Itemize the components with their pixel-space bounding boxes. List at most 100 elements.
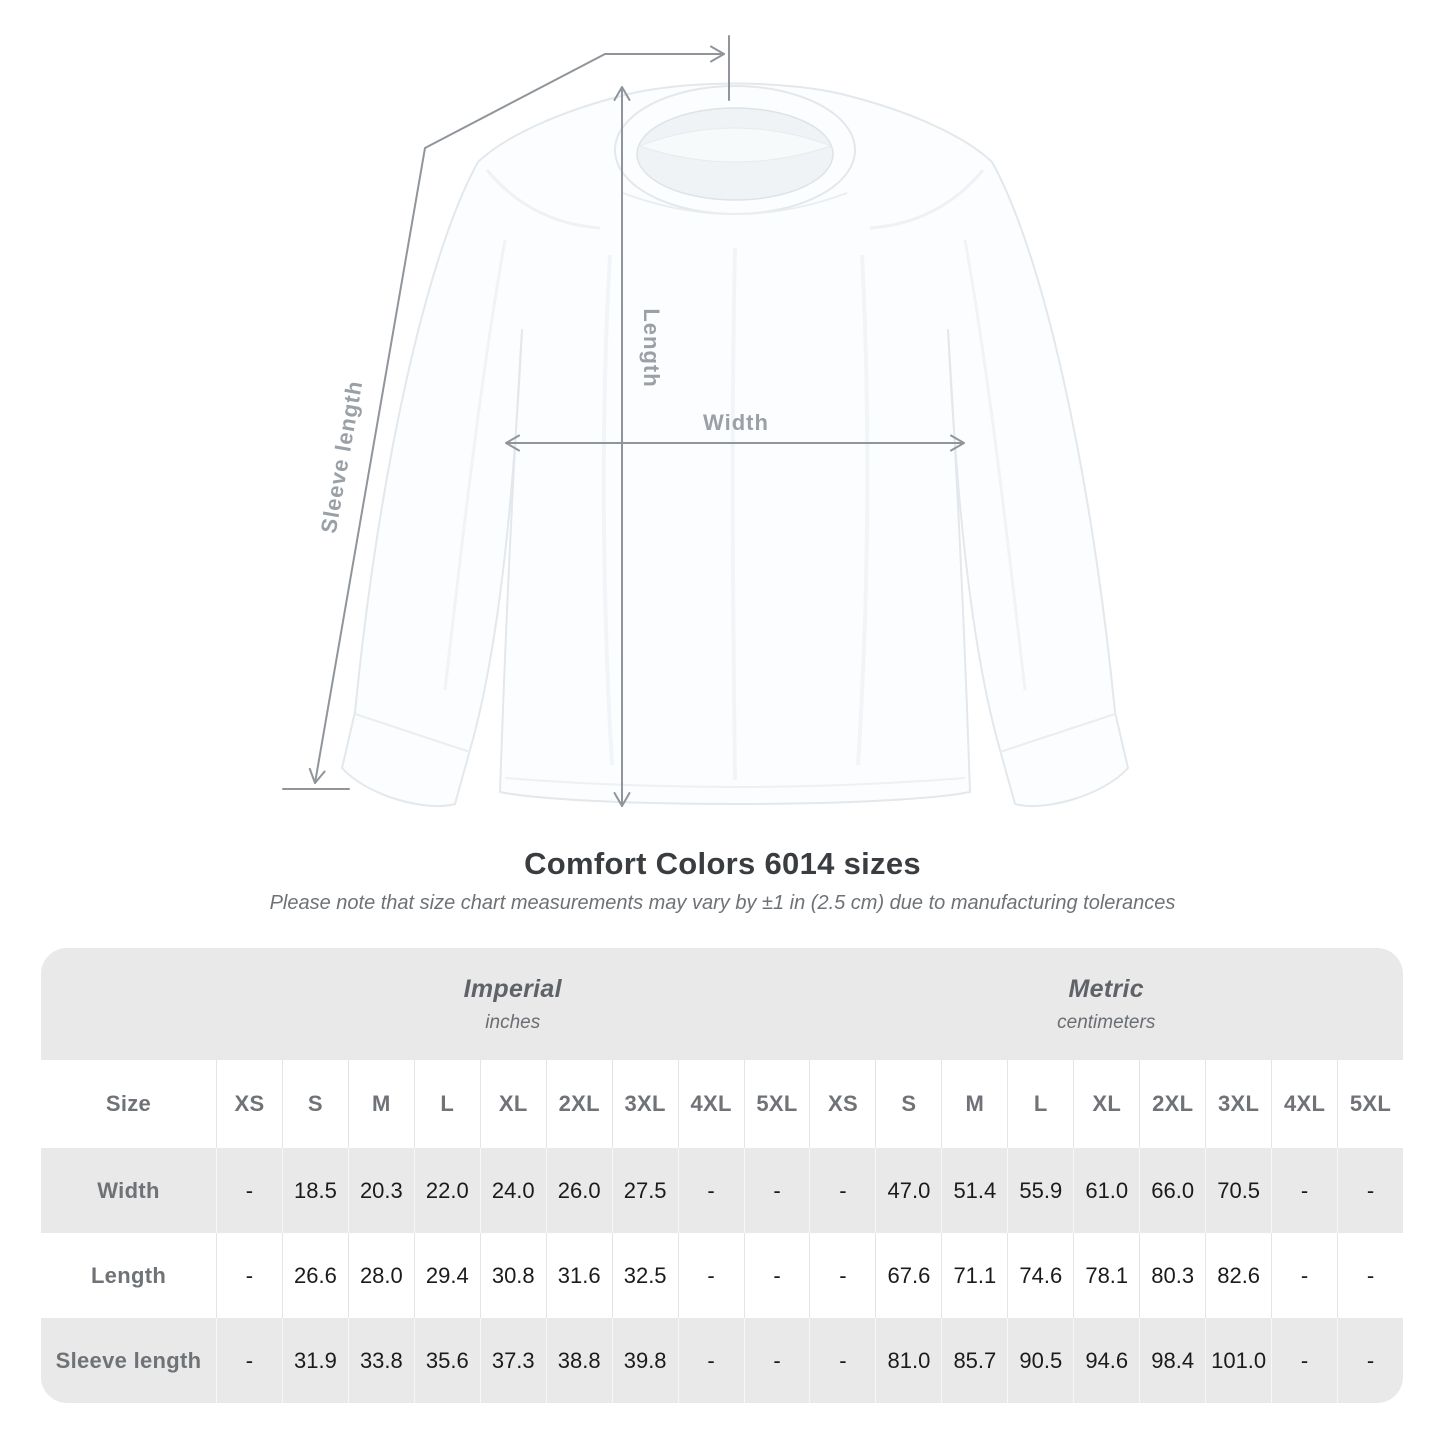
sleeve-wrinkle: [443, 239, 507, 691]
shoulder-seam: [869, 169, 985, 230]
width-label: Width: [703, 410, 769, 435]
value-metric-4xl: -: [1271, 1148, 1338, 1233]
size-header-metric-3xl: 3XL: [1205, 1060, 1272, 1148]
value-imperial-s: 26.6: [281, 1233, 348, 1318]
value-imperial-xl: 24.0: [479, 1148, 546, 1233]
collar-back-fabric: [637, 127, 833, 163]
row-label: Length: [41, 1233, 216, 1318]
value-imperial-5xl: -: [743, 1233, 810, 1318]
value-imperial-xs: -: [216, 1318, 282, 1403]
shirt-figure: Sleeve length Length Width: [282, 35, 1129, 808]
sleeve-length-label: Sleeve length: [316, 378, 368, 535]
sleeve-length-arrowhead: [710, 45, 725, 63]
value-imperial-2xl: 31.6: [545, 1233, 612, 1318]
size-header-metric-s: S: [875, 1060, 942, 1148]
value-metric-xl: 94.6: [1073, 1318, 1140, 1403]
value-imperial-m: 28.0: [347, 1233, 414, 1318]
value-metric-5xl: -: [1337, 1318, 1403, 1403]
value-imperial-4xl: -: [677, 1233, 744, 1318]
shoulder-seam: [485, 169, 601, 230]
value-metric-m: 51.4: [941, 1148, 1008, 1233]
cuff-seam: [999, 713, 1116, 753]
metric-group-unit: centimeters: [1057, 1011, 1156, 1033]
size-header-metric-4xl: 4XL: [1271, 1060, 1338, 1148]
value-metric-s: 67.6: [875, 1233, 942, 1318]
value-metric-l: 90.5: [1007, 1318, 1074, 1403]
value-imperial-3xl: 32.5: [611, 1233, 678, 1318]
size-column-header: Size: [41, 1060, 216, 1148]
value-imperial-2xl: 38.8: [545, 1318, 612, 1403]
tolerance-note: Please note that size chart measurements…: [269, 892, 1176, 914]
value-imperial-l: 35.6: [413, 1318, 480, 1403]
row-label: Sleeve length: [41, 1318, 216, 1403]
size-header-imperial-s: S: [281, 1060, 348, 1148]
value-metric-m: 71.1: [941, 1233, 1008, 1318]
value-metric-3xl: 70.5: [1205, 1148, 1272, 1233]
size-header-metric-5xl: 5XL: [1337, 1060, 1403, 1148]
value-metric-xs: -: [809, 1233, 876, 1318]
value-metric-2xl: 98.4: [1139, 1318, 1206, 1403]
value-imperial-xl: 37.3: [479, 1318, 546, 1403]
value-imperial-l: 29.4: [413, 1233, 480, 1318]
value-imperial-xs: -: [216, 1233, 282, 1318]
imperial-group-header: Imperial inches: [216, 948, 810, 1060]
length-arrowhead: [613, 792, 631, 807]
sleeve-wrinkle: [963, 239, 1027, 691]
size-header-imperial-2xl: 2XL: [545, 1060, 612, 1148]
value-metric-s: 81.0: [875, 1318, 942, 1403]
size-header-imperial-xs: XS: [216, 1060, 282, 1148]
value-imperial-4xl: -: [677, 1318, 744, 1403]
table-corner-cell: [41, 948, 216, 1060]
size-header-imperial-4xl: 4XL: [677, 1060, 744, 1148]
size-header-imperial-3xl: 3XL: [611, 1060, 678, 1148]
size-table: Imperial inches Metric centimeters Size X…: [41, 948, 1403, 1403]
sleeve-length-arrow: [314, 53, 606, 784]
shirt-body: [341, 82, 1129, 808]
value-imperial-m: 20.3: [347, 1148, 414, 1233]
row-label: Width: [41, 1148, 216, 1233]
size-header-metric-2xl: 2XL: [1139, 1060, 1206, 1148]
value-metric-xs: -: [809, 1318, 876, 1403]
collar-seam: [622, 192, 848, 215]
width-arrowhead: [950, 434, 965, 452]
hem-seam: [504, 777, 966, 788]
body-wrinkle: [730, 247, 737, 781]
value-metric-m: 85.7: [941, 1318, 1008, 1403]
value-metric-5xl: -: [1337, 1148, 1403, 1233]
value-metric-3xl: 101.0: [1205, 1318, 1272, 1403]
size-header-metric-xl: XL: [1073, 1060, 1140, 1148]
size-header-imperial-m: M: [347, 1060, 414, 1148]
cuff-seam: [354, 713, 471, 753]
size-header-imperial-5xl: 5XL: [743, 1060, 810, 1148]
imperial-group-title: Imperial: [463, 974, 562, 1003]
page-title: Comfort Colors 6014 sizes: [524, 846, 921, 881]
size-header-imperial-xl: XL: [479, 1060, 546, 1148]
value-imperial-3xl: 27.5: [611, 1148, 678, 1233]
value-imperial-3xl: 39.8: [611, 1318, 678, 1403]
length-arrowhead: [613, 86, 631, 101]
body-wrinkle: [601, 254, 614, 766]
size-header-metric-l: L: [1007, 1060, 1074, 1148]
length-label: Length: [639, 308, 664, 387]
value-metric-l: 74.6: [1007, 1233, 1074, 1318]
sleeve-length-arrowhead: [308, 767, 326, 784]
value-imperial-xs: -: [216, 1148, 282, 1233]
size-header-imperial-l: L: [413, 1060, 480, 1148]
value-imperial-xl: 30.8: [479, 1233, 546, 1318]
value-metric-3xl: 82.6: [1205, 1233, 1272, 1318]
width-arrowhead: [505, 434, 520, 452]
size-header-metric-xs: XS: [809, 1060, 876, 1148]
value-metric-2xl: 80.3: [1139, 1233, 1206, 1318]
value-imperial-l: 22.0: [413, 1148, 480, 1233]
value-imperial-5xl: -: [743, 1148, 810, 1233]
size-header-metric-m: M: [941, 1060, 1008, 1148]
value-imperial-m: 33.8: [347, 1318, 414, 1403]
value-metric-5xl: -: [1337, 1233, 1403, 1318]
value-metric-xl: 61.0: [1073, 1148, 1140, 1233]
value-metric-xl: 78.1: [1073, 1233, 1140, 1318]
metric-group-header: Metric centimeters: [809, 948, 1403, 1060]
value-imperial-5xl: -: [743, 1318, 810, 1403]
value-metric-xs: -: [809, 1148, 876, 1233]
value-imperial-4xl: -: [677, 1148, 744, 1233]
value-metric-l: 55.9: [1007, 1148, 1074, 1233]
